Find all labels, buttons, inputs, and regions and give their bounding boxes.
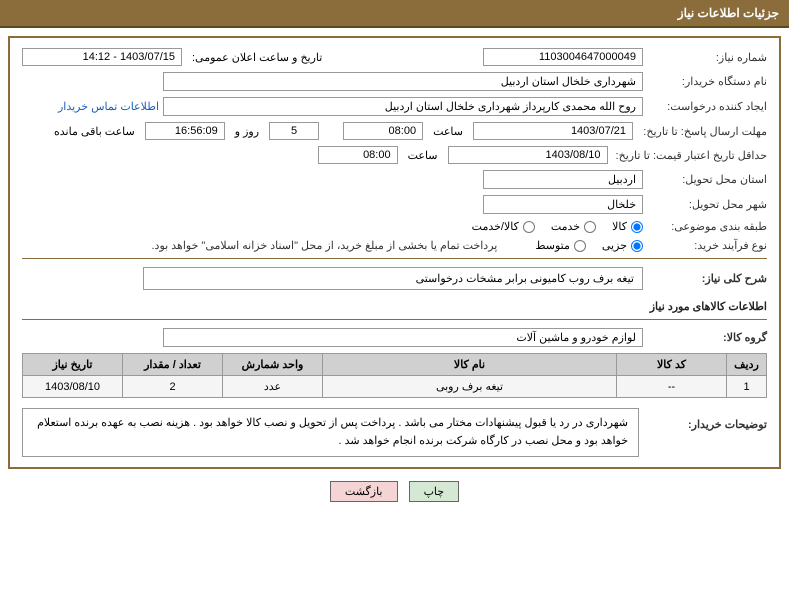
td-date: 1403/08/10	[23, 376, 123, 398]
divider-2	[22, 319, 767, 320]
radio-partial-label: جزیی	[602, 239, 627, 252]
validity-time-value: 08:00	[318, 146, 398, 164]
buyer-notes-value: شهرداری در رد یا قبول پیشنهادات مختار می…	[22, 408, 639, 457]
buyer-org-value: شهرداری خلخال استان اردبیل	[163, 72, 643, 91]
announce-datetime-label: تاریخ و ساعت اعلان عمومی:	[186, 51, 328, 64]
response-deadline-label: مهلت ارسال پاسخ: تا تاریخ:	[637, 125, 767, 138]
buyer-notes-label: توضیحات خریدار:	[647, 408, 767, 431]
days-remaining-value: 5	[269, 122, 319, 140]
category-radio-group: کالا خدمت کالا/خدمت	[472, 220, 643, 233]
th-unit: واحد شمارش	[223, 354, 323, 376]
days-and-label: روز و	[229, 125, 265, 138]
announce-datetime-value: 1403/07/15 - 14:12	[22, 48, 182, 66]
radio-service-input[interactable]	[584, 221, 596, 233]
category-label: طبقه بندی موضوعی:	[647, 220, 767, 233]
payment-note: پرداخت تمام یا بخشی از مبلغ خرید، از محل…	[152, 239, 502, 252]
td-code: --	[617, 376, 727, 398]
back-button[interactable]: بازگشت	[330, 481, 398, 502]
validity-date-value: 1403/08/10	[448, 146, 608, 164]
goods-group-label: گروه کالا:	[647, 331, 767, 344]
buyer-contact-link[interactable]: اطلاعات تماس خریدار	[58, 100, 159, 113]
radio-partial-input[interactable]	[631, 240, 643, 252]
td-row: 1	[727, 376, 767, 398]
province-label: استان محل تحویل:	[647, 173, 767, 186]
radio-medium[interactable]: متوسط	[535, 239, 586, 252]
remaining-label: ساعت باقی مانده	[48, 125, 141, 138]
validity-label: حداقل تاریخ اعتبار قیمت: تا تاریخ:	[612, 149, 767, 162]
goods-group-value: لوازم خودرو و ماشین آلات	[163, 328, 643, 347]
radio-goods[interactable]: کالا	[612, 220, 643, 233]
radio-partial[interactable]: جزیی	[602, 239, 643, 252]
radio-service-label: خدمت	[551, 220, 580, 233]
th-date: تاریخ نیاز	[23, 354, 123, 376]
time-label-2: ساعت	[402, 149, 444, 162]
th-qty: تعداد / مقدار	[123, 354, 223, 376]
radio-goods-label: کالا	[612, 220, 627, 233]
main-form: شماره نیاز: 1103004647000049 تاریخ و ساع…	[8, 36, 781, 469]
button-row: چاپ بازگشت	[0, 481, 789, 502]
td-qty: 2	[123, 376, 223, 398]
city-label: شهر محل تحویل:	[647, 198, 767, 211]
radio-goods-input[interactable]	[631, 221, 643, 233]
process-type-label: نوع فرآیند خرید:	[647, 239, 767, 252]
th-code: کد کالا	[617, 354, 727, 376]
td-unit: عدد	[223, 376, 323, 398]
radio-goods-service-input[interactable]	[523, 221, 535, 233]
th-name: نام کالا	[323, 354, 617, 376]
radio-goods-service-label: کالا/خدمت	[472, 220, 519, 233]
description-value: تیغه برف روب کامیونی برابر مشخات درخواست…	[143, 267, 643, 290]
need-number-label: شماره نیاز:	[647, 51, 767, 64]
process-radio-group: جزیی متوسط	[535, 239, 643, 252]
goods-section-title: اطلاعات کالاهای مورد نیاز	[22, 300, 767, 313]
response-time-value: 08:00	[343, 122, 423, 140]
time-label-1: ساعت	[427, 125, 469, 138]
buyer-org-label: نام دستگاه خریدار:	[647, 75, 767, 88]
radio-medium-label: متوسط	[535, 239, 570, 252]
radio-service[interactable]: خدمت	[551, 220, 596, 233]
td-name: تیغه برف روبی	[323, 376, 617, 398]
province-value: اردبیل	[483, 170, 643, 189]
print-button[interactable]: چاپ	[409, 481, 460, 502]
th-row: ردیف	[727, 354, 767, 376]
description-label: شرح کلی نیاز:	[647, 272, 767, 285]
response-date-value: 1403/07/21	[473, 122, 633, 140]
requester-label: ایجاد کننده درخواست:	[647, 100, 767, 113]
divider-1	[22, 258, 767, 259]
table-row: 1 -- تیغه برف روبی عدد 2 1403/08/10	[23, 376, 767, 398]
city-value: خلخال	[483, 195, 643, 214]
page-header: جزئیات اطلاعات نیاز	[0, 0, 789, 28]
need-number-value: 1103004647000049	[483, 48, 643, 66]
goods-table: ردیف کد کالا نام کالا واحد شمارش تعداد /…	[22, 353, 767, 398]
time-remaining-value: 16:56:09	[145, 122, 225, 140]
radio-medium-input[interactable]	[574, 240, 586, 252]
requester-value: روح الله محمدی کارپرداز شهرداری خلخال اس…	[163, 97, 643, 116]
radio-goods-service[interactable]: کالا/خدمت	[472, 220, 535, 233]
table-header-row: ردیف کد کالا نام کالا واحد شمارش تعداد /…	[23, 354, 767, 376]
